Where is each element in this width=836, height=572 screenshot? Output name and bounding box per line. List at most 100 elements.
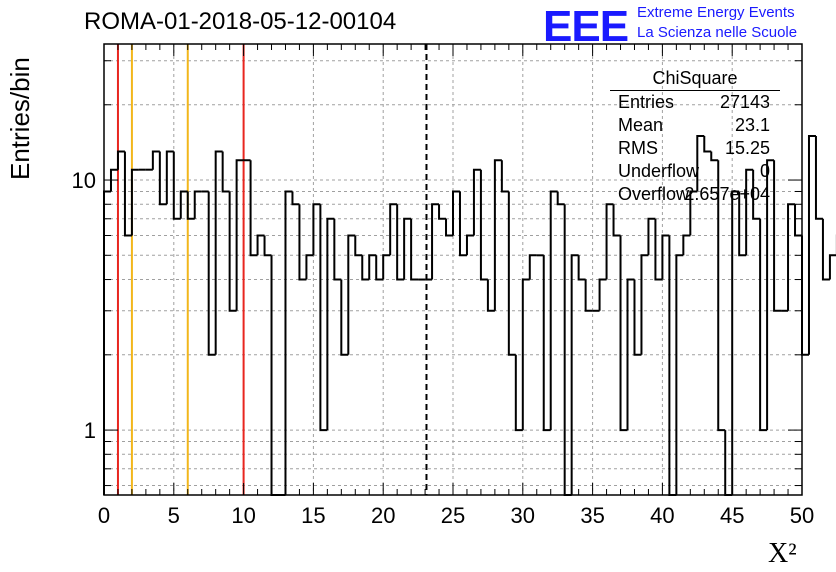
histogram-bin xyxy=(116,150,125,170)
histogram-bin xyxy=(570,254,579,495)
stat-value: 23.1 xyxy=(734,115,770,135)
eee-logo: EEE xyxy=(543,2,629,51)
histogram-bin xyxy=(807,135,816,355)
histogram-bin xyxy=(542,255,551,432)
histogram-bin xyxy=(207,191,216,356)
histogram-bin xyxy=(214,150,223,355)
stat-value: 0 xyxy=(759,161,770,181)
histogram-bin xyxy=(465,234,474,256)
histogram-bin xyxy=(438,204,447,220)
histogram-bin xyxy=(445,218,453,237)
stat-label: RMS xyxy=(618,138,658,158)
histogram-bin xyxy=(389,203,398,256)
y-tick-label: 1 xyxy=(84,418,96,443)
tick-labels: 0 5 10 15 20 25 30 35 40 45 50 1 10 xyxy=(72,168,815,528)
histogram-bin xyxy=(123,151,132,237)
histogram-bin xyxy=(766,159,775,431)
histogram-bin xyxy=(186,191,195,220)
y-axis-label: Entries/bin xyxy=(5,57,35,180)
histogram-bin xyxy=(193,190,202,219)
histogram-bin xyxy=(745,168,754,256)
histogram-bin xyxy=(689,190,698,236)
histogram-bin xyxy=(431,203,440,280)
x-axis-label: X² xyxy=(768,538,797,569)
histogram-bin xyxy=(382,254,391,280)
histogram-bin xyxy=(598,278,607,311)
x-tick-label: 45 xyxy=(720,503,744,528)
stat-value: 27143 xyxy=(719,92,770,112)
histogram-bin xyxy=(410,218,419,281)
logo-caption-line1: Extreme Energy Events xyxy=(637,4,795,21)
histogram-bin xyxy=(703,136,712,153)
axis-ticks xyxy=(103,44,803,495)
histogram-bin xyxy=(801,235,809,356)
histogram-bin xyxy=(347,234,356,355)
histogram-bin xyxy=(305,254,314,280)
histogram-bin xyxy=(577,255,586,281)
histogram-bin xyxy=(682,234,691,256)
histogram-bin xyxy=(612,204,621,237)
stats-divider xyxy=(610,90,780,91)
x-tick-label: 35 xyxy=(580,503,604,528)
histogram-bin xyxy=(326,217,335,431)
histogram-bin xyxy=(172,151,181,220)
histogram-bin xyxy=(284,190,293,495)
histogram-bin xyxy=(103,190,111,495)
histogram-bin xyxy=(109,168,118,192)
histogram-bin xyxy=(507,191,516,356)
histogram-bin xyxy=(312,203,321,256)
histogram-bin xyxy=(738,191,747,257)
histogram-bin xyxy=(249,160,258,257)
histogram-bin xyxy=(717,160,726,432)
histogram-bin xyxy=(828,254,836,280)
x-tick-label: 0 xyxy=(98,503,110,528)
page-title: ROMA-01-2018-05-12-00104 xyxy=(84,8,397,35)
histogram-bin xyxy=(458,191,467,257)
histogram-bin xyxy=(354,235,363,257)
histogram-bin xyxy=(759,218,768,432)
histogram-bin xyxy=(647,217,656,256)
histogram-bin xyxy=(605,203,614,280)
histogram-bin xyxy=(130,168,139,236)
histogram-bin xyxy=(556,191,565,206)
histogram-bin xyxy=(235,159,244,311)
histogram-bin xyxy=(340,279,349,356)
histogram-bin xyxy=(794,204,802,237)
histogram-bin xyxy=(256,234,265,256)
histogram-bin xyxy=(375,255,384,281)
histogram-bin xyxy=(668,235,677,496)
histogram-bin xyxy=(500,160,509,193)
histogram-bin xyxy=(228,191,237,312)
histogram-bin xyxy=(619,235,628,432)
stat-value: 2.657e+04 xyxy=(684,184,770,204)
logo-caption-line2: La Scienza nelle Scuole xyxy=(637,24,798,41)
histogram-bin xyxy=(486,279,495,312)
x-tick-label: 30 xyxy=(511,503,535,528)
x-tick-label: 50 xyxy=(790,503,814,528)
histogram-bin xyxy=(472,168,481,236)
histogram-bin xyxy=(333,218,342,281)
histogram-bin xyxy=(675,254,684,495)
stats-title: ChiSquare xyxy=(652,68,738,88)
histogram-bin xyxy=(158,151,167,206)
histogram-bin xyxy=(633,279,642,356)
histogram-bin xyxy=(221,151,230,193)
stat-label: Entries xyxy=(618,92,675,112)
histogram-bin xyxy=(731,190,740,495)
histogram-bin xyxy=(179,190,188,219)
histogram-bin xyxy=(696,135,705,192)
stat-label: Overflow xyxy=(618,184,690,204)
histogram-bin xyxy=(584,279,593,312)
histogram-bin xyxy=(787,203,796,311)
histogram-bin xyxy=(319,204,328,432)
stat-label: Mean xyxy=(618,115,664,135)
histogram-bin xyxy=(528,254,537,280)
y-tick-label: 10 xyxy=(72,168,96,193)
x-tick-label: 25 xyxy=(441,503,465,528)
histogram-bin xyxy=(521,278,530,431)
histogram-bin xyxy=(165,150,174,205)
histogram-bin xyxy=(368,254,377,280)
histogram-bin xyxy=(752,169,761,220)
histogram-bin xyxy=(493,159,502,311)
histogram-bin xyxy=(151,150,160,170)
